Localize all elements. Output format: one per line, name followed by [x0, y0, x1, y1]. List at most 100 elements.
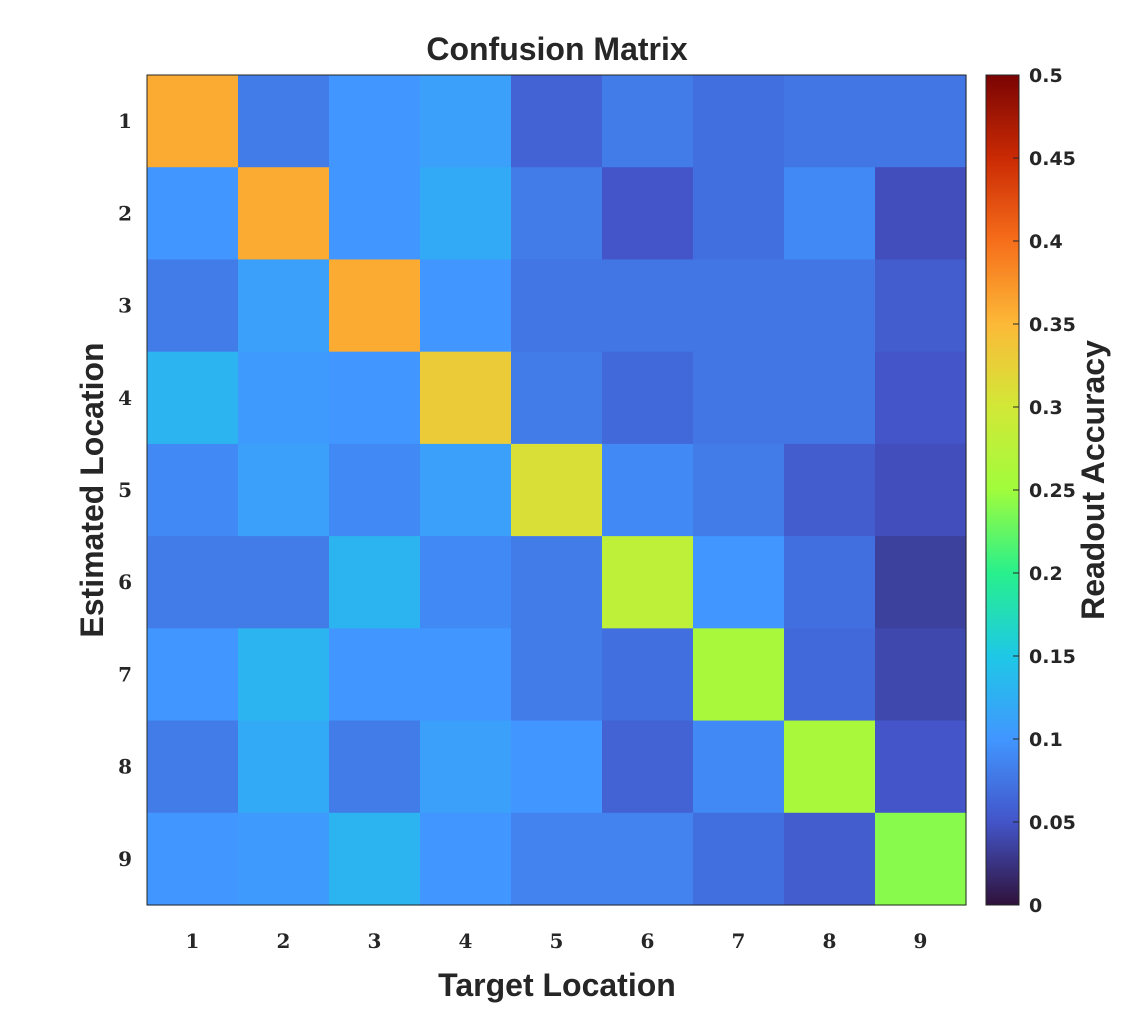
heatmap-cell-r7-c9 — [875, 628, 967, 722]
y-tick-label: 2 — [118, 201, 132, 225]
heatmap-cell-r7-c7 — [693, 628, 785, 722]
heatmap-cell-r2-c6 — [602, 167, 694, 261]
heatmap-cell-r1-c8 — [784, 75, 876, 168]
x-tick-label: 1 — [186, 929, 200, 953]
x-tick-labels: 1 2 3 4 5 6 7 8 9 — [186, 929, 928, 953]
heatmap-cell-r9-c3 — [329, 812, 421, 906]
y-tick-labels: 1 2 3 4 5 6 7 8 9 — [118, 109, 132, 871]
x-tick-label: 8 — [823, 929, 837, 953]
heatmap-cell-r8-c5 — [511, 720, 603, 814]
heatmap-cell-r1-c9 — [875, 75, 967, 168]
heatmap-cell-r9-c2 — [238, 812, 330, 906]
x-tick-label: 6 — [641, 929, 655, 953]
colorbar-tick-label: 0.45 — [1029, 148, 1076, 170]
heatmap-cell-r3-c5 — [511, 259, 603, 353]
heatmap-cell-r1-c4 — [420, 75, 512, 168]
heatmap-cell-r8-c7 — [693, 720, 785, 814]
chart-title: Confusion Matrix — [426, 31, 688, 67]
heatmap-cell-r1-c5 — [511, 75, 603, 168]
colorbar-tick-label: 0.25 — [1029, 480, 1076, 502]
heatmap-cell-r6-c3 — [329, 536, 421, 629]
heatmap-cell-r6-c6 — [602, 536, 694, 629]
x-tick-label: 7 — [732, 929, 746, 953]
heatmap-cell-r4-c5 — [511, 351, 603, 445]
y-tick-label: 6 — [118, 570, 132, 594]
heatmap-cell-r1-c7 — [693, 75, 785, 168]
heatmap-cell-r4-c6 — [602, 351, 694, 445]
heatmap-cell-r5-c4 — [420, 443, 512, 537]
heatmap-cell-r3-c8 — [784, 259, 876, 353]
heatmap-cell-r3-c1 — [147, 259, 239, 353]
heatmap-cell-r8-c1 — [147, 720, 239, 814]
heatmap-cells — [147, 75, 967, 906]
y-tick-label: 7 — [118, 662, 132, 686]
y-tick-label: 9 — [118, 847, 132, 871]
heatmap-cell-r4-c3 — [329, 351, 421, 445]
x-tick-label: 5 — [550, 929, 564, 953]
heatmap-cell-r9-c5 — [511, 812, 603, 906]
heatmap-cell-r2-c8 — [784, 167, 876, 261]
heatmap-cell-r2-c1 — [147, 167, 239, 261]
heatmap-cell-r4-c8 — [784, 351, 876, 445]
heatmap-cell-r3-c6 — [602, 259, 694, 353]
heatmap-cell-r5-c3 — [329, 443, 421, 537]
heatmap-cell-r9-c9 — [875, 812, 967, 906]
heatmap-cell-r3-c7 — [693, 259, 785, 353]
x-tick-label: 9 — [914, 929, 928, 953]
heatmap-cell-r6-c8 — [784, 536, 876, 629]
x-tick-label: 3 — [368, 929, 382, 953]
heatmap-cell-r3-c9 — [875, 259, 967, 353]
colorbar-label: Readout Accuracy — [1075, 340, 1111, 620]
heatmap-cell-r7-c1 — [147, 628, 239, 722]
heatmap-cell-r6-c9 — [875, 536, 967, 629]
heatmap-cell-r6-c7 — [693, 536, 785, 629]
y-tick-label: 4 — [118, 386, 132, 410]
colorbar-tick-label: 0.15 — [1029, 646, 1076, 668]
heatmap-cell-r6-c5 — [511, 536, 603, 629]
heatmap-cell-r8-c8 — [784, 720, 876, 814]
heatmap-cell-r5-c7 — [693, 443, 785, 537]
y-tick-label: 8 — [118, 755, 132, 779]
heatmap-cell-r2-c7 — [693, 167, 785, 261]
heatmap-cell-r9-c8 — [784, 812, 876, 906]
heatmap-cell-r5-c5 — [511, 443, 603, 537]
heatmap-cell-r5-c2 — [238, 443, 330, 537]
colorbar-tick-label: 0 — [1029, 895, 1042, 917]
colorbar-ticks: 0 0.05 0.1 0.15 0.2 0.25 0.3 0.35 0.4 0.45 0.5 — [1013, 65, 1076, 917]
heatmap-cell-r7-c3 — [329, 628, 421, 722]
heatmap-cell-r4-c9 — [875, 351, 967, 445]
colorbar-tick-label: 0.1 — [1029, 729, 1063, 751]
heatmap-cell-r7-c8 — [784, 628, 876, 722]
colorbar-tick-label: 0.3 — [1029, 397, 1063, 419]
heatmap-cell-r7-c6 — [602, 628, 694, 722]
heatmap-cell-r2-c2 — [238, 167, 330, 261]
heatmap-cell-r8-c9 — [875, 720, 967, 814]
heatmap-cell-r1-c6 — [602, 75, 694, 168]
heatmap-cell-r2-c3 — [329, 167, 421, 261]
heatmap-cell-r2-c4 — [420, 167, 512, 261]
heatmap-cell-r2-c5 — [511, 167, 603, 261]
heatmap-cell-r3-c4 — [420, 259, 512, 353]
y-tick-label: 5 — [118, 478, 132, 502]
heatmap-cell-r6-c2 — [238, 536, 330, 629]
heatmap-cell-r4-c4 — [420, 351, 512, 445]
heatmap-cell-r1-c2 — [238, 75, 330, 168]
colorbar-tick-label: 0.2 — [1029, 563, 1063, 585]
x-tick-label: 4 — [459, 929, 473, 953]
heatmap-cell-r8-c2 — [238, 720, 330, 814]
colorbar-tick-label: 0.35 — [1029, 314, 1076, 336]
heatmap-cell-r4-c7 — [693, 351, 785, 445]
heatmap-cell-r8-c6 — [602, 720, 694, 814]
heatmap-cell-r6-c4 — [420, 536, 512, 629]
colorbar-tick-label: 0.4 — [1029, 231, 1063, 253]
heatmap-cell-r3-c2 — [238, 259, 330, 353]
colorbar-tick-label: 0.5 — [1029, 65, 1063, 87]
heatmap-cell-r6-c1 — [147, 536, 239, 629]
x-axis-label: Target Location — [438, 967, 676, 1003]
heatmap-cell-r4-c2 — [238, 351, 330, 445]
x-tick-label: 2 — [277, 929, 291, 953]
heatmap-cell-r8-c4 — [420, 720, 512, 814]
colorbar-tick-label: 0.05 — [1029, 812, 1076, 834]
